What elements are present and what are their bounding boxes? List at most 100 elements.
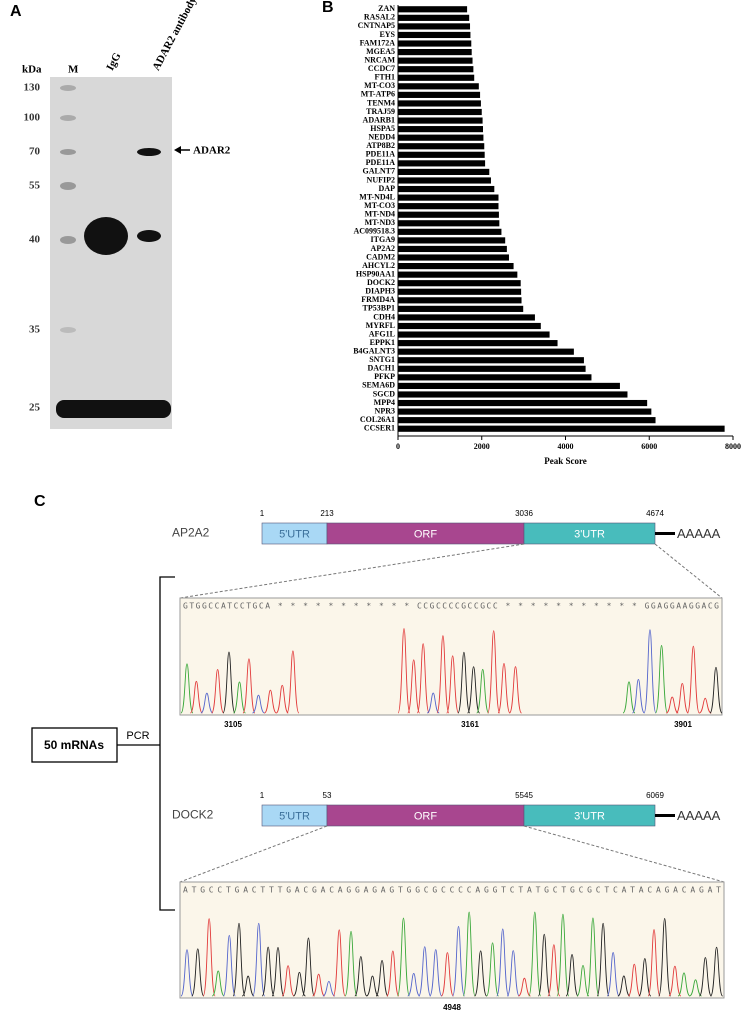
y-tick-label: NEDD4 (368, 133, 395, 142)
trace-peak (710, 946, 724, 997)
bar (398, 280, 521, 287)
bar (398, 177, 491, 184)
bar (398, 151, 485, 158)
trace-peak (606, 952, 620, 997)
trace-peak (509, 666, 522, 714)
marker-label: 70 (29, 146, 41, 158)
bar (398, 314, 535, 321)
y-tick-label: ITGA9 (371, 235, 395, 244)
trace-peak (418, 946, 432, 997)
trace-peak (242, 658, 256, 714)
bar (398, 134, 484, 141)
poly-a: AAAAA (677, 526, 721, 541)
trace-peak (576, 965, 590, 997)
bar (398, 357, 584, 364)
trace-peak (457, 651, 471, 714)
trace-peak (547, 944, 561, 997)
position-label: 6069 (646, 791, 664, 800)
bar (398, 168, 490, 176)
trace-peak (474, 950, 488, 997)
y-tick-label: NUFIP2 (367, 175, 395, 184)
trace-peak (655, 645, 668, 714)
bar (398, 203, 499, 210)
zoom-line (523, 825, 725, 883)
y-tick-label: CADM2 (366, 252, 395, 261)
bar (398, 391, 628, 398)
bar (398, 228, 502, 235)
position-label: 1 (260, 509, 265, 518)
y-tick-label: EPPK1 (370, 338, 395, 347)
trace-peak (506, 950, 520, 997)
y-tick-label: ATP8B2 (366, 141, 395, 150)
trace-peak (241, 975, 255, 997)
trace-peak (252, 694, 265, 714)
trace-peak (222, 934, 236, 997)
bar (398, 57, 473, 64)
x-tick-label: 2000 (474, 442, 490, 451)
marker-label: 100 (24, 112, 41, 124)
trace-peak (416, 643, 430, 714)
trace-peak (397, 917, 410, 997)
y-tick-label: AP2A2 (371, 244, 395, 253)
method-label: PCR (126, 730, 149, 742)
x-tick-label: 8000 (725, 442, 741, 451)
region-label: 3'UTR (574, 810, 605, 822)
trace-peak (332, 929, 346, 997)
bar (398, 74, 475, 81)
y-tick-label: TRAJ59 (366, 107, 395, 116)
y-tick-label: MYRFL (366, 321, 395, 330)
y-tick-label: CDH4 (373, 312, 395, 321)
trace-position: 3901 (674, 720, 692, 729)
position-label: 213 (320, 509, 334, 518)
trace-peak (180, 949, 194, 997)
zoom-line (179, 543, 525, 599)
trace-peak (686, 645, 700, 714)
bar (398, 23, 471, 30)
bar (398, 305, 524, 312)
region-label: 5'UTR (279, 810, 310, 822)
trace-peak (622, 681, 636, 714)
y-tick-label: DIAPH3 (365, 287, 395, 296)
bar (398, 6, 468, 13)
trace-peak (496, 928, 510, 997)
y-tick-label: RASAL2 (364, 13, 395, 22)
bar (398, 288, 522, 295)
y-tick-label: HSPA5 (370, 124, 395, 133)
y-tick-label: MT-ND4L (359, 192, 395, 201)
gene-name: AP2A2 (172, 526, 210, 540)
trace-peak (322, 980, 336, 997)
trace-peak (699, 697, 712, 714)
y-tick-label: NRCAM (364, 55, 395, 64)
bar (398, 40, 472, 47)
y-tick-label: AFG1L (369, 329, 395, 338)
bar (398, 220, 500, 227)
zoom-line (654, 543, 723, 599)
bar (398, 14, 470, 21)
trace-peak (518, 977, 531, 997)
trace-peak (446, 655, 460, 714)
trace-peak (366, 975, 379, 997)
y-tick-label: DOCK2 (367, 278, 395, 287)
bar (398, 83, 479, 90)
trace-peak (440, 952, 454, 997)
trace-position: 3105 (224, 720, 242, 729)
trace-peak (537, 933, 551, 997)
y-tick-label: COL26A1 (360, 415, 395, 424)
trace-peak (252, 922, 266, 997)
trace-peak (344, 930, 358, 997)
trace-peak (407, 972, 420, 997)
trace-peak (222, 651, 236, 714)
trace-peak (191, 948, 205, 997)
trace-box (179, 597, 723, 716)
y-tick-label: ZAN (378, 4, 395, 13)
y-tick-label: PDE11A (366, 150, 396, 159)
trace-peak (698, 957, 712, 997)
trace-peak (486, 942, 499, 997)
marker-label: 25 (29, 402, 41, 414)
y-tick-label: HSP90AA1 (356, 269, 395, 278)
bar (398, 262, 514, 270)
x-tick-label: 6000 (641, 442, 657, 451)
bar (398, 66, 474, 73)
trace-peak (261, 946, 275, 997)
